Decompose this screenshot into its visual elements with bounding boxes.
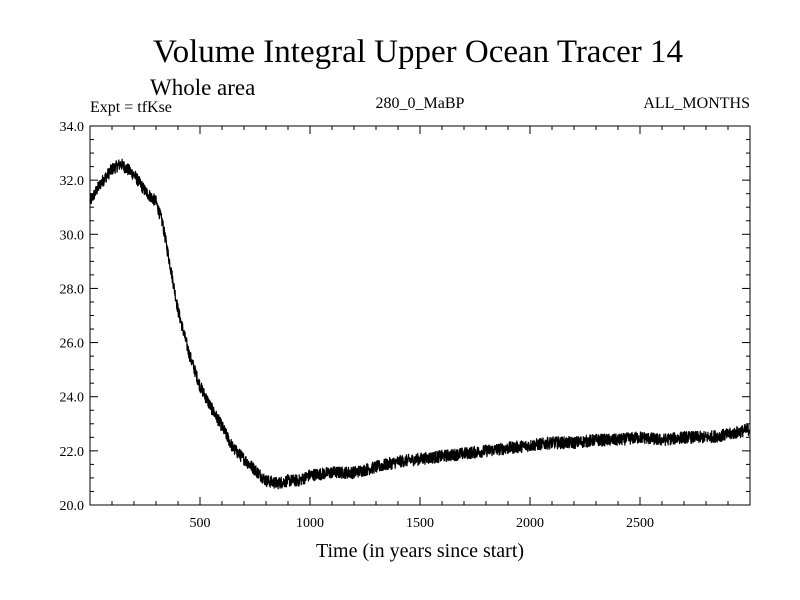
x-tick-labels: 500 1000 1500 2000 2500	[190, 516, 655, 531]
axis-ticks	[90, 126, 750, 505]
months-label: ALL_MONTHS	[643, 95, 750, 112]
y-tick-label: 28.0	[60, 282, 85, 297]
y-tick-label: 30.0	[60, 228, 85, 243]
x-tick-label: 2500	[626, 516, 654, 531]
x-axis-label: Time (in years since start)	[316, 540, 524, 562]
experiment-label: Expt = tfKse	[90, 99, 172, 116]
y-tick-label: 24.0	[60, 391, 85, 406]
y-tick-label: 34.0	[60, 120, 85, 135]
y-tick-label: 32.0	[60, 174, 85, 189]
chart-title: Volume Integral Upper Ocean Tracer 14	[153, 34, 683, 70]
x-tick-label: 500	[190, 516, 211, 531]
chart-subtitle: Whole area	[150, 75, 255, 100]
y-tick-label: 22.0	[60, 445, 85, 460]
x-tick-label: 1000	[296, 516, 324, 531]
period-label: 280_0_MaBP	[376, 95, 465, 112]
plot-frame	[89, 125, 751, 506]
y-tick-label: 20.0	[60, 499, 85, 514]
x-tick-label: 2000	[516, 516, 544, 531]
y-tick-label: 26.0	[60, 337, 85, 352]
series-group	[89, 158, 751, 490]
x-tick-label: 1500	[406, 516, 434, 531]
y-tick-labels: 20.0 22.0 24.0 26.0 28.0 30.0 32.0 34.0	[60, 120, 85, 514]
series-line	[89, 158, 751, 490]
